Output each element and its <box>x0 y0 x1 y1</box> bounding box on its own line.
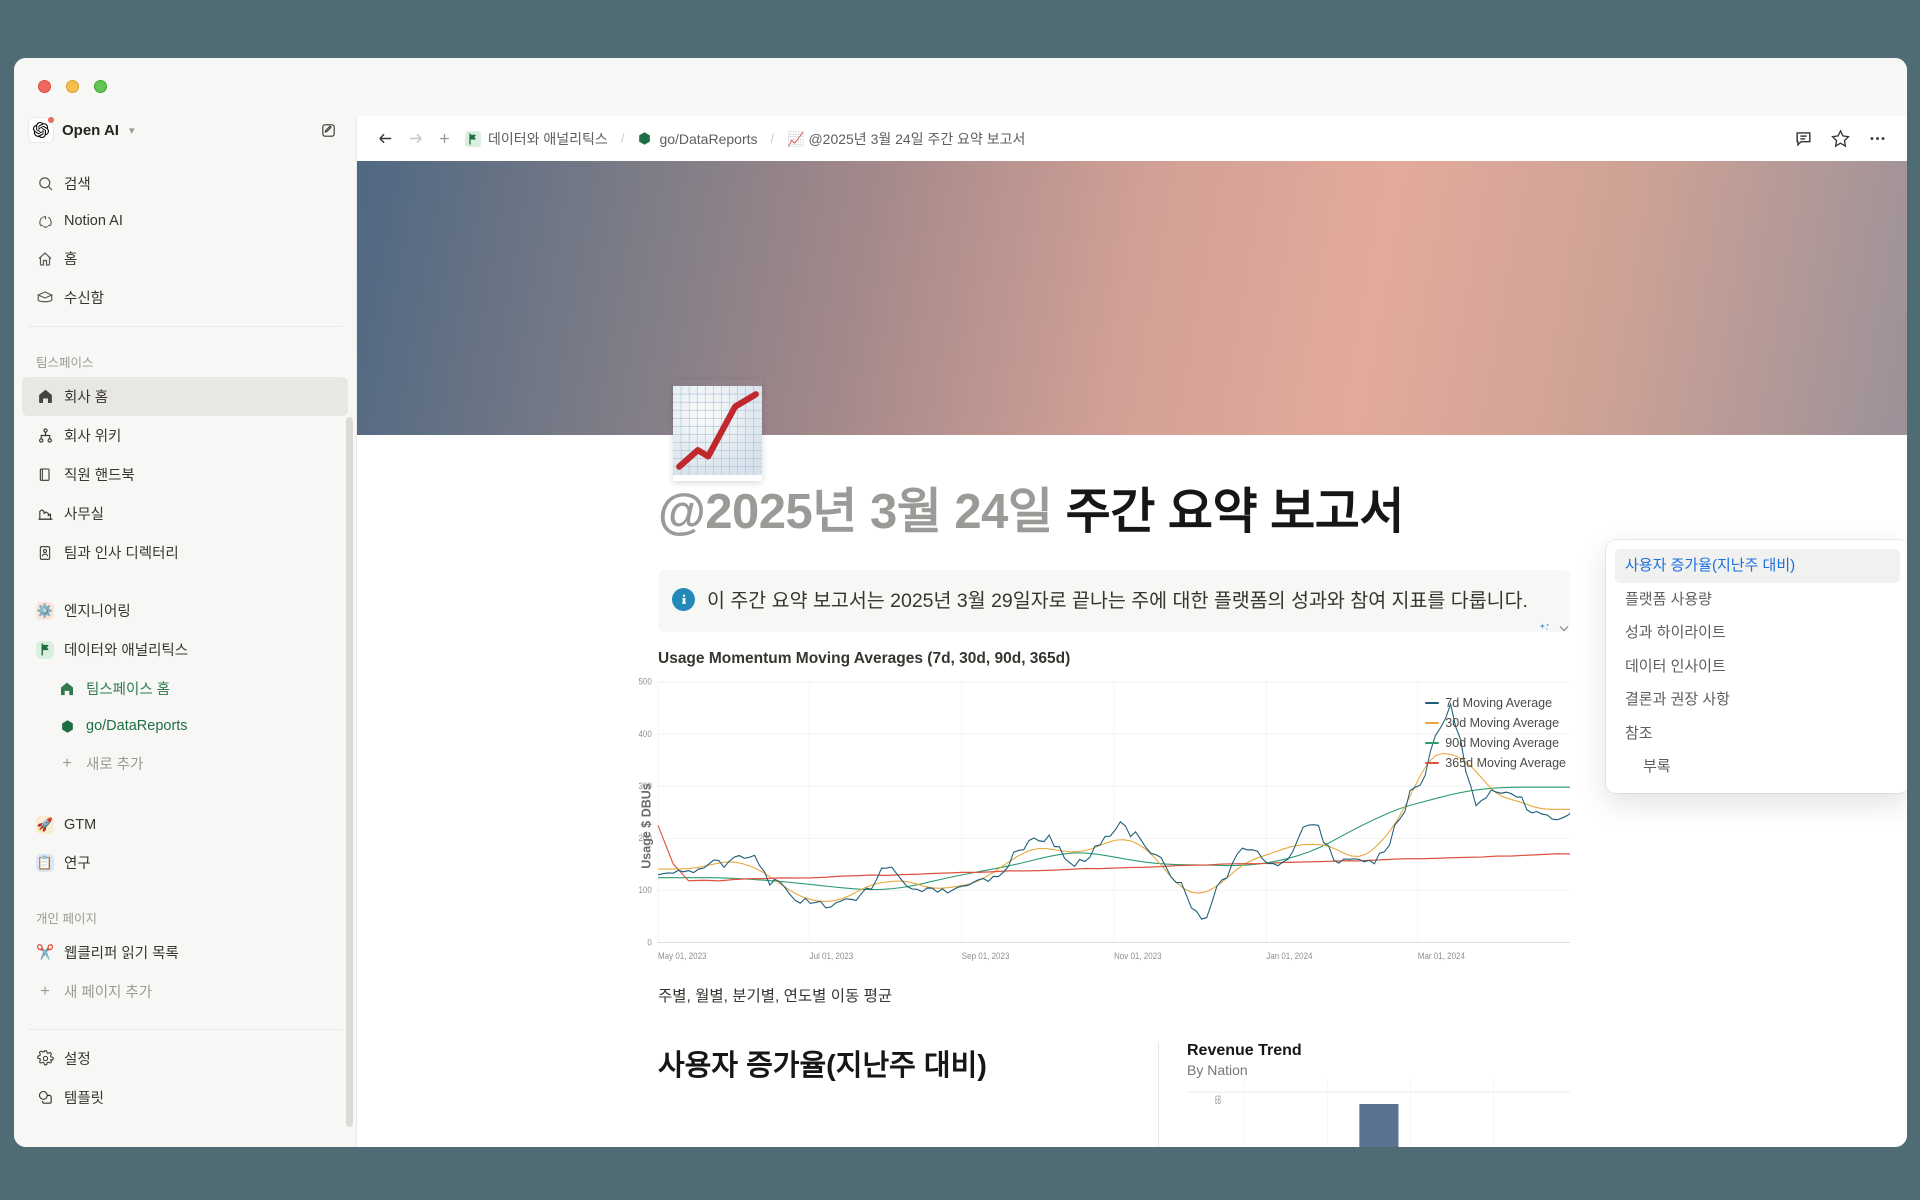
svg-text:0: 0 <box>647 937 652 948</box>
svg-text:400: 400 <box>638 728 652 739</box>
svg-text:Nov 01, 2023: Nov 01, 2023 <box>1114 951 1162 962</box>
svg-text:Mar 01, 2024: Mar 01, 2024 <box>1418 951 1465 962</box>
svg-text:100: 100 <box>638 885 652 896</box>
svg-text:500: 500 <box>638 676 652 687</box>
svg-text:Jan 01, 2024: Jan 01, 2024 <box>1266 951 1313 962</box>
svg-text:6B: 6B <box>1215 1094 1221 1107</box>
svg-text:Sep 01, 2023: Sep 01, 2023 <box>962 951 1010 962</box>
svg-text:Jul 01, 2023: Jul 01, 2023 <box>810 951 854 962</box>
svg-text:May 01, 2023: May 01, 2023 <box>658 951 707 962</box>
